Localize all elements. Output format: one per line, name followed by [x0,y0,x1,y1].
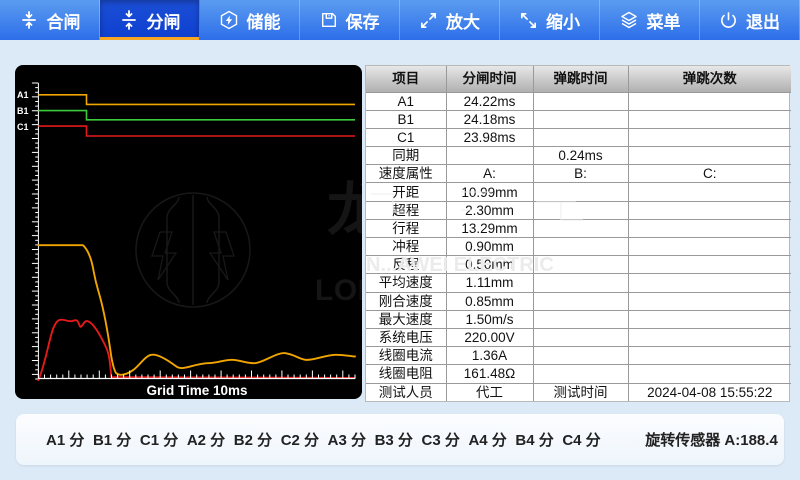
svg-text:Grid Time 10ms: Grid Time 10ms [146,383,247,398]
svg-text:A1: A1 [17,90,29,100]
svg-text:B1: B1 [17,106,29,116]
svg-text:C1: C1 [17,122,29,132]
svg-text:LON...: LON... [315,274,362,307]
svg-text:龙: 龙 [327,178,362,243]
